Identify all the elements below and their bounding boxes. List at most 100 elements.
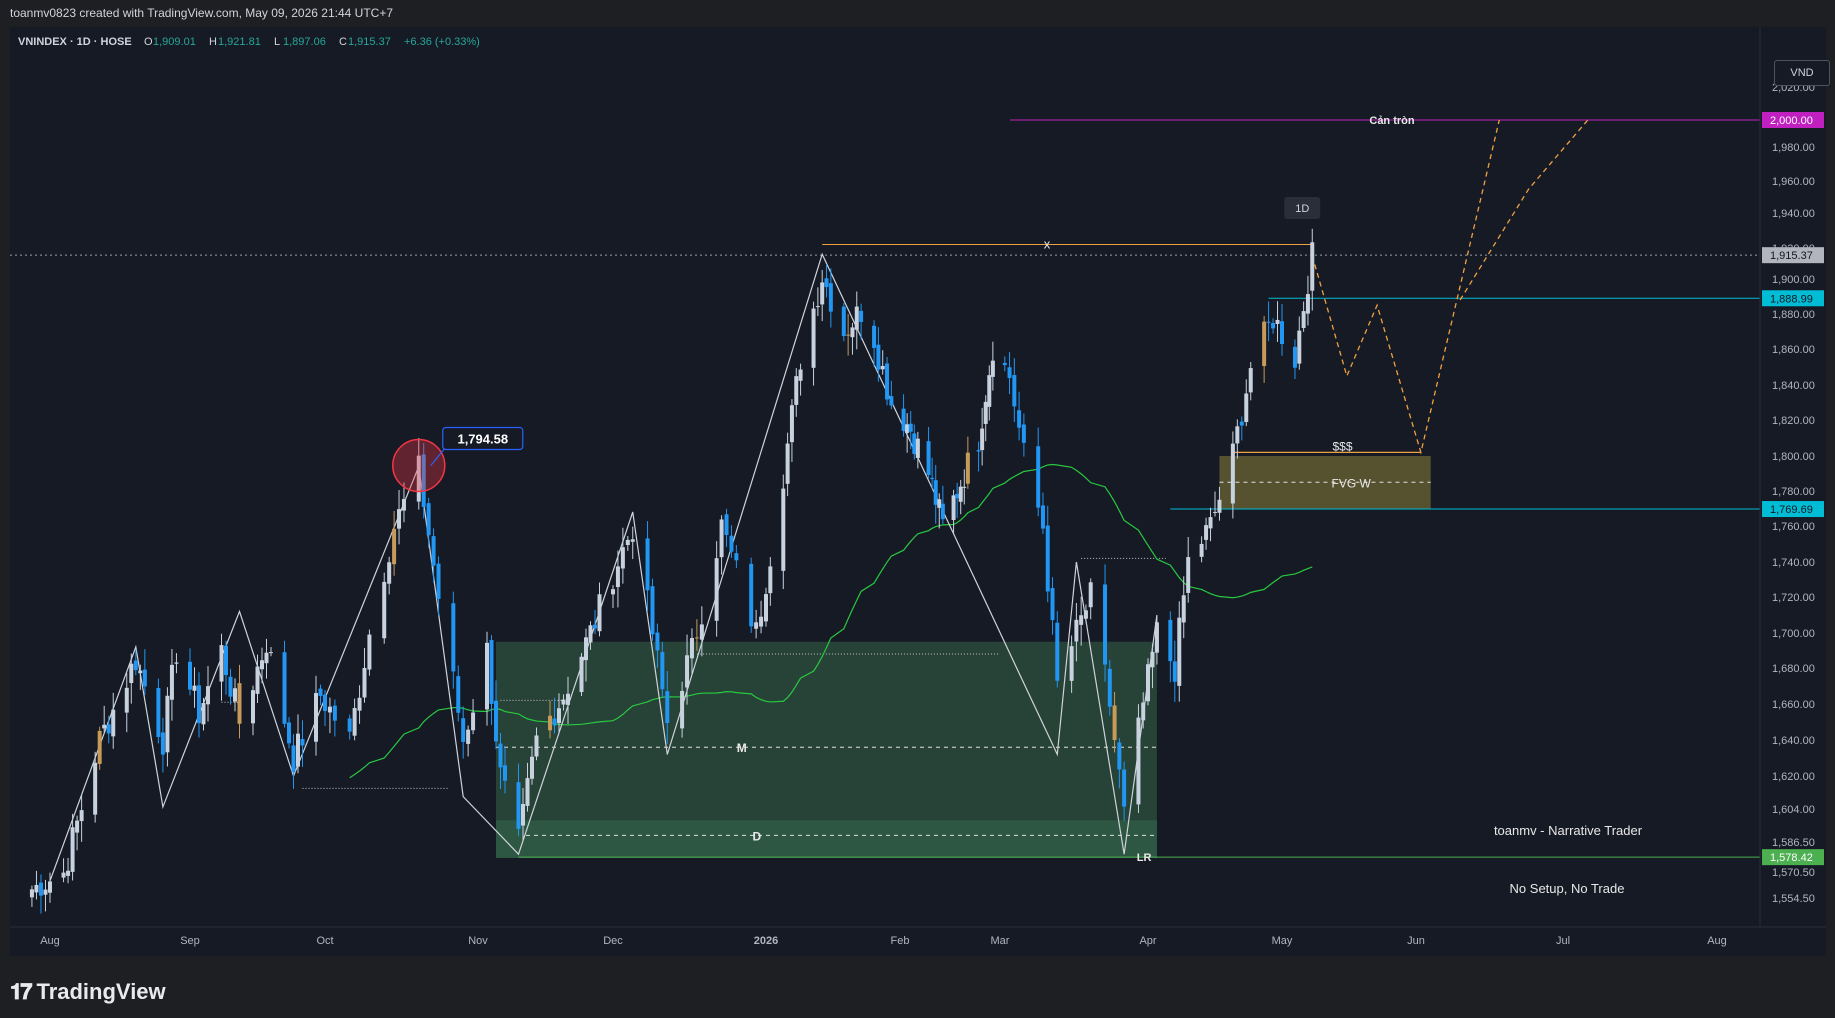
candle-body [48, 881, 52, 893]
candle-body [1275, 319, 1280, 324]
candle-body [1301, 311, 1306, 328]
candle-body [650, 586, 655, 635]
price-tick-label: 1,980.00 [1772, 142, 1815, 154]
candle-body [699, 624, 704, 640]
candle-body [768, 566, 773, 594]
price-tick-label: 1,680.00 [1772, 663, 1815, 675]
candle-body [269, 652, 273, 654]
candle-body [854, 306, 859, 330]
candle-body [955, 493, 960, 499]
time-tick-label: Dec [603, 935, 623, 947]
candle-body [192, 685, 197, 691]
chart-canvas[interactable]: 1,794.58 1D Cản tròn x $$$ FVG W M D LR toanmv - … [10, 27, 1826, 956]
candle-body [1079, 615, 1084, 625]
level-1888-tag-text: 1,888.99 [1770, 293, 1813, 305]
candle-body [397, 509, 402, 529]
candle-body [811, 308, 816, 368]
candle-body [1154, 622, 1159, 653]
candle-body [1208, 517, 1213, 529]
legend-l-label: L [274, 36, 280, 48]
candle-body [1112, 705, 1117, 741]
price-tick-label: 1,860.00 [1772, 344, 1815, 356]
candle-body [1122, 769, 1127, 807]
candle-body [1292, 346, 1297, 368]
candle-body [237, 683, 242, 724]
legend-o-label: O [144, 36, 153, 48]
price-tick-label: 1,960.00 [1772, 176, 1815, 188]
chart-frame[interactable]: 1,794.58 1D Cản tròn x $$$ FVG W M D LR toanmv - … [10, 27, 1830, 956]
candle-body [224, 645, 228, 676]
candle-body [983, 401, 988, 424]
price-tick-label: 1,900.00 [1772, 274, 1815, 286]
brand-name: TradingView [36, 979, 166, 1004]
candle-body [436, 563, 441, 599]
candle-body [421, 454, 426, 508]
candle-body [79, 810, 84, 822]
price-tick-label: 1,554.50 [1772, 893, 1815, 905]
candle-body [1088, 582, 1093, 608]
legend-c-label: C [339, 36, 347, 48]
motto-note: No Setup, No Trade [1510, 881, 1625, 896]
candle-body [174, 662, 179, 664]
candle-body [588, 625, 593, 643]
candle-body [930, 477, 935, 480]
candle-body [1266, 321, 1271, 323]
candle-body [846, 334, 851, 336]
legend-change: +6.36 (+0.33%) [404, 36, 480, 48]
price-tick-label: 1,700.00 [1772, 628, 1815, 640]
candle-body [300, 739, 305, 746]
candle-body [625, 539, 630, 546]
candle-body [645, 538, 650, 591]
candle-body [102, 724, 107, 729]
candle-body [129, 663, 134, 683]
current-price-tag-text: 1,915.37 [1770, 250, 1813, 262]
candle-body [188, 661, 192, 690]
timeframe-badge [1284, 197, 1321, 219]
candle-body [1230, 443, 1235, 504]
legend-h-label: H [209, 36, 217, 48]
legend-low: 1,897.06 [283, 36, 326, 48]
time-tick-label: Mar [991, 935, 1010, 947]
price-tick-label: 1,604.00 [1772, 804, 1815, 816]
candle-body [940, 503, 945, 520]
candle-body [1213, 511, 1217, 513]
candle-body [1199, 543, 1204, 557]
candle-body [724, 514, 729, 536]
candle-body [785, 443, 790, 484]
price-tick-label: 1,880.00 [1772, 309, 1815, 321]
candle-body [781, 488, 786, 571]
candle-body [160, 732, 165, 755]
candle-body [557, 708, 561, 724]
candle-body [1280, 321, 1284, 345]
candle-body [1103, 584, 1108, 665]
candle-body [461, 718, 466, 742]
peak-circle [392, 438, 446, 493]
time-tick-label: Jun [1407, 935, 1425, 947]
price-tick-label: 1,800.00 [1772, 451, 1815, 463]
x-marker: x [1044, 237, 1051, 252]
candle-body [1310, 242, 1315, 291]
candle-body [260, 660, 264, 670]
candle-body [1168, 619, 1173, 662]
candle-body [1012, 375, 1017, 407]
candle-body [451, 603, 456, 672]
candle-body [749, 563, 754, 627]
current-price-tag [1762, 247, 1824, 264]
candle-body [489, 640, 494, 704]
candle-body [719, 519, 724, 558]
currency-button[interactable]: VND [1774, 60, 1830, 86]
candle-body [392, 528, 397, 565]
candle-body [498, 743, 503, 768]
candle-body [915, 438, 920, 458]
candle-body [937, 499, 942, 508]
candle-body [1117, 742, 1122, 770]
candle-body [287, 722, 291, 744]
candle-body [431, 536, 436, 566]
candle-body [521, 803, 525, 826]
candle-body [466, 729, 471, 744]
level-1888-tag [1762, 290, 1824, 307]
price-tick-label: 1,760.00 [1772, 521, 1815, 533]
candle-body [352, 708, 357, 736]
candle-body [494, 700, 498, 742]
candle-body [754, 622, 759, 629]
